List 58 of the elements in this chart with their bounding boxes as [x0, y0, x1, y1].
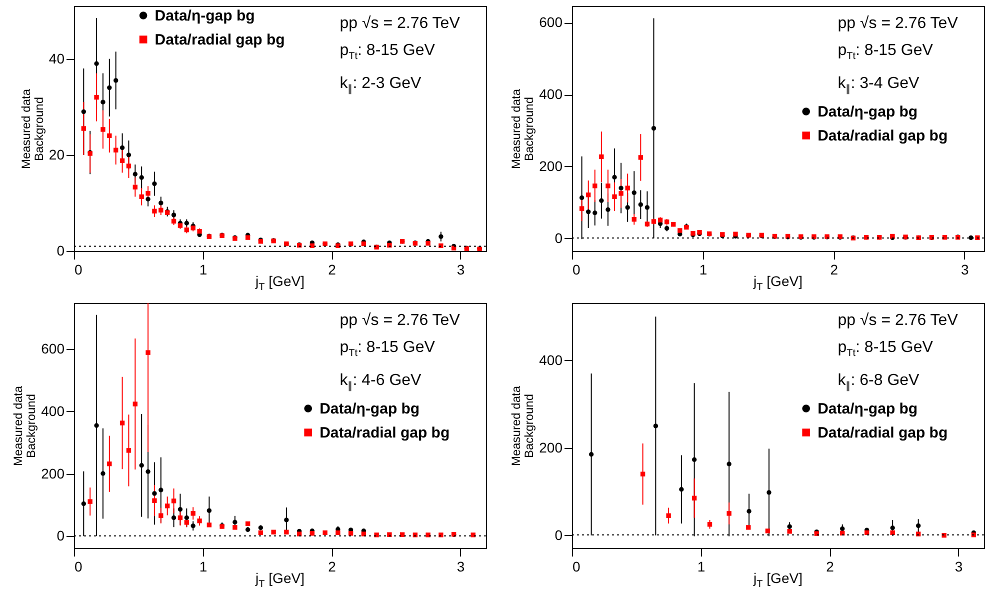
y-tick-label: 400 [41, 402, 65, 419]
x-tick-label: 2 [826, 558, 834, 574]
legend-label: Data/radial gap bg [818, 128, 948, 144]
x-tick-label: 3 [456, 262, 465, 278]
legend-label: Data/radial gap bg [818, 424, 948, 442]
x-tick-label: 1 [199, 262, 208, 278]
annotation: k$_{∥}$: 3-4 GeV [838, 74, 920, 98]
annotation: p$_{Tt}$: 8-15 GeV [838, 338, 934, 362]
x-tick-label: 1 [699, 262, 708, 278]
x-axis-title: j$_{T}$ [GeV] [256, 273, 304, 293]
y-axis-title: Measured data Background [509, 88, 536, 170]
annotation: k$_{∥}$: 2-3 GeV [340, 74, 422, 98]
y-tick-label: 0 [56, 528, 65, 544]
y-tick-label: 400 [539, 86, 563, 102]
legend-label: Data/radial gap bg [154, 32, 285, 48]
y-tick-label: 600 [539, 14, 563, 30]
x-tick-label: 2 [328, 262, 336, 278]
legend-label: Data/radial gap bg [320, 424, 450, 442]
y-axis-title: Measured data Background [509, 386, 536, 466]
legend-label: Data/η-gap bg [818, 400, 918, 418]
y-tick-label: 0 [554, 230, 563, 246]
annotation: pp √s = 2.76 TeV [340, 311, 460, 331]
y-tick-label: 200 [539, 158, 563, 174]
x-tick-label: 3 [960, 262, 969, 278]
y-tick-label: 200 [41, 465, 65, 482]
y-axis-title: Measured data Background [18, 88, 46, 170]
annotation: k$_{∥}$: 6-8 GeV [838, 371, 920, 394]
legend-label: Data/η-gap bg [818, 104, 918, 120]
x-tick-label: 0 [572, 262, 580, 278]
x-tick-label: 1 [199, 558, 208, 574]
x-tick-label: 0 [74, 262, 82, 278]
y-tick-label: 0 [56, 242, 65, 258]
legend-label: Data/η-gap bg [320, 400, 420, 418]
x-tick-label: 0 [74, 558, 82, 574]
y-axis-title: Measured data Background [11, 386, 38, 466]
annotation: pp √s = 2.76 TeV [838, 14, 958, 34]
legend-label: Data/η-gap bg [154, 8, 255, 24]
y-tick-label: 40 [48, 50, 65, 66]
annotation: k$_{∥}$: 4-6 GeV [340, 371, 422, 394]
x-tick-label: 2 [328, 558, 336, 574]
x-tick-label: 0 [572, 558, 580, 574]
x-tick-label: 1 [697, 558, 706, 574]
annotation: p$_{Tt}$: 8-15 GeV [340, 338, 436, 362]
x-axis-title: j$_{T}$ [GeV] [256, 570, 304, 590]
y-tick-label: 600 [41, 340, 65, 357]
x-axis-title: j$_{T}$ [GeV] [754, 273, 802, 293]
annotation: pp √s = 2.76 TeV [340, 14, 460, 34]
x-tick-label: 3 [456, 558, 465, 574]
x-tick-label: 3 [954, 558, 963, 574]
annotation: pp √s = 2.76 TeV [838, 311, 958, 331]
x-tick-label: 2 [830, 262, 838, 278]
y-tick-label: 20 [48, 146, 65, 162]
y-tick-label: 200 [539, 439, 563, 456]
annotation: p$_{Tt}$: 8-15 GeV [838, 41, 934, 64]
y-tick-label: 400 [539, 352, 563, 368]
annotation: p$_{Tt}$: 8-15 GeV [340, 41, 436, 64]
x-axis-title: j$_{T}$ [GeV] [754, 570, 802, 590]
y-tick-label: 0 [554, 526, 563, 543]
